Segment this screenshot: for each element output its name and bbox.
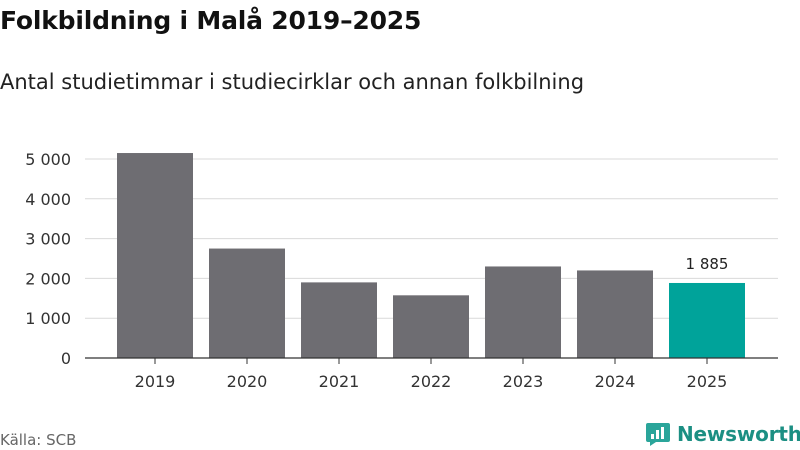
y-tick-label: 2 000 — [25, 269, 71, 288]
x-tick-label: 2020 — [227, 372, 268, 391]
bar-2019 — [117, 153, 193, 358]
chart-title: Folkbildning i Malå 2019–2025 — [0, 6, 422, 35]
bar-2025 — [669, 282, 745, 358]
brand-name: Newsworthy — [677, 422, 800, 446]
x-tick-label: 2021 — [319, 372, 360, 391]
x-tick-label: 2023 — [503, 372, 544, 391]
bar-2020 — [209, 248, 285, 358]
data-label: 1 885 — [686, 255, 729, 273]
x-tick-label: 2019 — [135, 372, 176, 391]
bar-2022 — [393, 295, 469, 358]
bar-chart: 0 1 000 2 000 3 000 4 000 5 000 2019 2020 2021 20… — [25, 150, 778, 391]
brand-logo: Newsworthy — [645, 421, 800, 447]
chart-subtitle: Antal studietimmar i studiecirklar och a… — [0, 70, 585, 94]
y-tick-label: 1 000 — [25, 309, 71, 328]
bar-2023 — [485, 266, 561, 358]
y-tick-label: 5 000 — [25, 150, 71, 169]
y-tick-label: 0 — [61, 349, 71, 368]
bar-2021 — [301, 282, 377, 358]
bar-2024 — [577, 270, 653, 358]
source-note: Källa: SCB — [0, 431, 77, 449]
x-tick-label: 2022 — [411, 372, 452, 391]
y-tick-label: 4 000 — [25, 190, 71, 209]
newsworthy-logo-icon — [646, 423, 670, 446]
x-tick-label: 2024 — [595, 372, 636, 391]
y-tick-label: 3 000 — [25, 230, 71, 249]
x-tick-label: 2025 — [687, 372, 728, 391]
